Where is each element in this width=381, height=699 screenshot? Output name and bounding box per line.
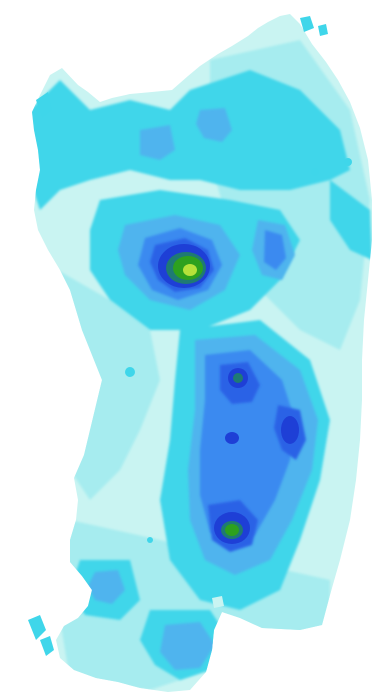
contour-level-peaks — [166, 252, 243, 539]
small-islands — [28, 16, 328, 656]
contour-spots — [125, 158, 352, 543]
small-islands-light — [212, 18, 284, 608]
